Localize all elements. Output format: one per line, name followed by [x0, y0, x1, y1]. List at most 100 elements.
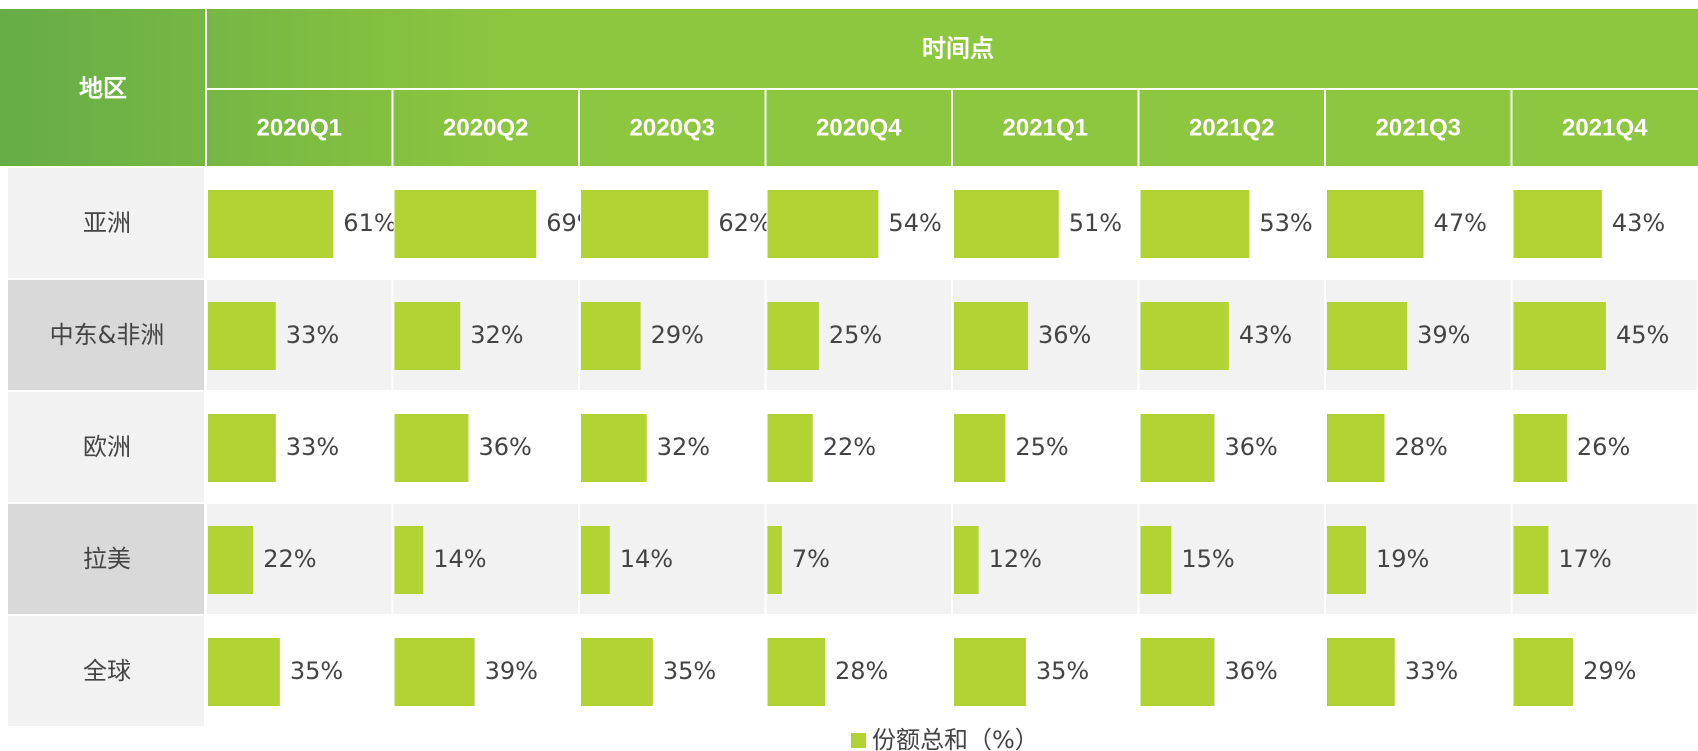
- row-label-cell: [8, 616, 204, 726]
- row-label-cell: [8, 504, 204, 614]
- row-label-cell: [8, 280, 204, 390]
- bar: [767, 638, 826, 706]
- bar: [394, 190, 537, 258]
- row-label-cell: [8, 168, 204, 278]
- bar: [208, 638, 280, 706]
- value-label: 15%: [1181, 545, 1234, 573]
- bar: [1513, 302, 1606, 370]
- bar: [1327, 190, 1424, 258]
- value-label: 62%: [718, 209, 771, 237]
- cell: [393, 504, 578, 614]
- value-label: 28%: [1395, 433, 1448, 461]
- header-background: [0, 9, 1698, 166]
- value-label: 19%: [1376, 545, 1429, 573]
- column-label: 2020Q1: [257, 114, 342, 141]
- value-label: 22%: [263, 545, 316, 573]
- value-label: 39%: [1417, 321, 1470, 349]
- value-label: 25%: [829, 321, 882, 349]
- bar: [1327, 414, 1385, 482]
- bar: [208, 414, 276, 482]
- value-label: 12%: [989, 545, 1042, 573]
- value-label: 29%: [1583, 657, 1636, 685]
- value-label: 35%: [1036, 657, 1089, 685]
- bar: [394, 526, 424, 594]
- column-label: 2021Q1: [1003, 114, 1088, 141]
- value-label: 39%: [485, 657, 538, 685]
- bar: [954, 638, 1026, 706]
- bar: [1140, 526, 1172, 594]
- row-label: 拉美: [83, 545, 131, 573]
- bar: [767, 414, 813, 482]
- cell: [766, 504, 951, 614]
- bar: [767, 526, 782, 594]
- value-label: 26%: [1577, 433, 1630, 461]
- bar: [394, 414, 469, 482]
- row-label: 全球: [83, 657, 131, 685]
- cell: [580, 504, 765, 614]
- bar: [208, 526, 254, 594]
- legend-swatch: [851, 733, 866, 748]
- row-label: 中东&非洲: [50, 321, 165, 349]
- value-label: 14%: [433, 545, 486, 573]
- row-header: 地区: [79, 75, 127, 102]
- bar: [1140, 414, 1215, 482]
- legend-label: 份额总和（%）: [872, 726, 1039, 751]
- bar: [1140, 302, 1229, 370]
- bar: [954, 302, 1028, 370]
- value-label: 33%: [1405, 657, 1458, 685]
- bar: [1513, 190, 1602, 258]
- column-label: 2020Q3: [630, 114, 715, 141]
- value-label: 32%: [470, 321, 523, 349]
- column-label: 2021Q3: [1376, 114, 1461, 141]
- value-label: 47%: [1434, 209, 1487, 237]
- row-label: 亚洲: [83, 209, 131, 237]
- value-label: 43%: [1239, 321, 1292, 349]
- value-label: 33%: [286, 321, 339, 349]
- bar: [1140, 190, 1250, 258]
- value-label: 51%: [1069, 209, 1122, 237]
- bar: [1513, 638, 1574, 706]
- bar: [208, 190, 334, 258]
- value-label: 36%: [1038, 321, 1091, 349]
- bar: [767, 302, 819, 370]
- bar: [581, 414, 647, 482]
- value-label: 28%: [835, 657, 888, 685]
- bar: [1513, 414, 1567, 482]
- column-label: 2021Q2: [1189, 114, 1274, 141]
- bar: [208, 302, 276, 370]
- value-label: 14%: [620, 545, 673, 573]
- value-label: 43%: [1612, 209, 1665, 237]
- value-label: 7%: [792, 545, 830, 573]
- bar: [394, 302, 461, 370]
- bar: [954, 414, 1006, 482]
- bar: [394, 638, 475, 706]
- column-header: 时间点: [922, 35, 994, 62]
- bar: [1327, 526, 1367, 594]
- bar: [581, 190, 709, 258]
- value-label: 25%: [1015, 433, 1068, 461]
- value-label: 36%: [478, 433, 531, 461]
- value-label: 17%: [1558, 545, 1611, 573]
- value-label: 36%: [1224, 433, 1277, 461]
- value-label: 53%: [1259, 209, 1312, 237]
- value-label: 45%: [1616, 321, 1669, 349]
- column-label: 2021Q4: [1562, 114, 1648, 141]
- value-label: 61%: [343, 209, 396, 237]
- bar: [581, 638, 653, 706]
- value-label: 32%: [657, 433, 710, 461]
- bar: [1327, 302, 1408, 370]
- bar: [767, 190, 879, 258]
- value-label: 33%: [286, 433, 339, 461]
- cell: [953, 504, 1138, 614]
- bar: [954, 526, 979, 594]
- column-label: 2020Q4: [816, 114, 902, 141]
- value-label: 35%: [290, 657, 343, 685]
- column-label: 2020Q2: [443, 114, 528, 141]
- bar: [1513, 526, 1549, 594]
- bar: [581, 526, 610, 594]
- bar: [1140, 638, 1215, 706]
- value-label: 36%: [1224, 657, 1277, 685]
- value-label: 29%: [651, 321, 704, 349]
- bar: [954, 190, 1059, 258]
